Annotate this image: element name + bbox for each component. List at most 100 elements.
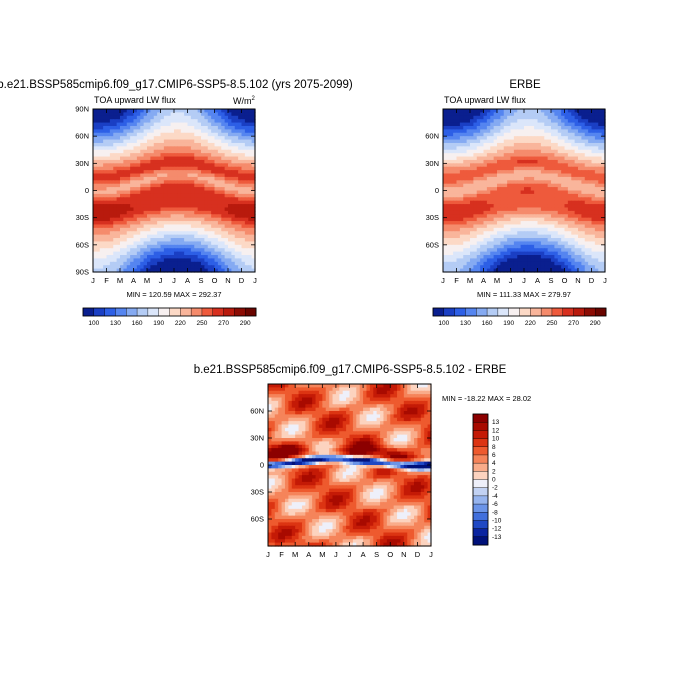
heatmap-cell — [564, 119, 569, 124]
colorbar-label: 250 — [197, 320, 208, 327]
heatmap-cell — [534, 166, 539, 171]
heatmap-cell — [493, 217, 498, 222]
heatmap-cell — [103, 193, 108, 198]
heatmap-cell — [527, 231, 532, 236]
heatmap-cell — [214, 176, 219, 181]
heatmap-cell — [591, 142, 596, 147]
heatmap-cell — [207, 119, 212, 124]
obs-stats: MIN = 111.33 MAX = 279.97 — [477, 290, 571, 299]
heatmap-cell — [456, 244, 461, 249]
heatmap-cell — [167, 156, 172, 161]
heatmap-cell — [449, 156, 454, 161]
heatmap-cell — [459, 217, 464, 222]
heatmap-cell — [601, 119, 606, 124]
heatmap-cell — [167, 112, 172, 117]
heatmap-cell — [581, 231, 586, 236]
heatmap-cell — [163, 268, 168, 273]
heatmap-cell — [163, 146, 168, 151]
heatmap-cell — [497, 217, 501, 222]
heatmap-cell — [170, 193, 175, 198]
heatmap-cell — [490, 238, 495, 243]
heatmap-cell — [564, 193, 569, 198]
heatmap-cell — [113, 180, 118, 185]
heatmap-cell — [241, 204, 246, 209]
heatmap-cell — [601, 122, 606, 127]
heatmap-cell — [160, 180, 165, 185]
heatmap-cell — [228, 261, 232, 266]
heatmap-cell — [581, 119, 586, 124]
heatmap-cell — [564, 173, 569, 178]
heatmap-cell — [103, 221, 108, 226]
heatmap-cell — [167, 221, 172, 226]
heatmap-cell — [443, 112, 447, 117]
heatmap-cell — [231, 265, 236, 270]
heatmap-cell — [116, 190, 121, 195]
heatmap-cell — [194, 251, 199, 256]
heatmap-cell — [386, 384, 391, 388]
heatmap-cell — [163, 183, 168, 188]
heatmap-cell — [470, 261, 474, 266]
heatmap-cell — [503, 149, 508, 154]
heatmap-cell — [123, 193, 128, 198]
heatmap-cell — [554, 255, 559, 260]
heatmap-cell — [187, 173, 192, 178]
heatmap-cell — [493, 163, 498, 168]
heatmap-cell — [123, 159, 128, 164]
heatmap-cell — [459, 193, 464, 198]
heatmap-cell — [150, 268, 155, 273]
heatmap-cell — [537, 261, 542, 266]
heatmap-cell — [130, 255, 135, 260]
heatmap-cell — [463, 159, 468, 164]
heatmap-cell — [140, 132, 145, 137]
heatmap-cell — [231, 176, 236, 181]
heatmap-cell — [113, 115, 118, 120]
heatmap-cell — [554, 173, 559, 178]
heatmap-cell — [513, 214, 518, 219]
heatmap-cell — [524, 183, 528, 188]
heatmap-cell — [584, 166, 589, 171]
heatmap-cell — [500, 112, 505, 117]
heatmap-cell — [140, 139, 145, 144]
heatmap-cell — [160, 119, 165, 124]
heatmap-cell — [140, 224, 145, 229]
heatmap-cell — [527, 142, 532, 147]
heatmap-cell — [228, 238, 232, 243]
heatmap-cell — [160, 125, 165, 130]
heatmap-cell — [567, 115, 572, 120]
heatmap-cell — [157, 231, 162, 236]
heatmap-cell — [211, 214, 216, 219]
heatmap-cell — [120, 183, 124, 188]
heatmap-cell — [470, 163, 474, 168]
heatmap-cell — [120, 200, 124, 205]
heatmap-cell — [581, 139, 586, 144]
heatmap-cell — [534, 112, 539, 117]
heatmap-cell — [224, 248, 229, 253]
heatmap-cell — [177, 204, 182, 209]
heatmap-cell — [153, 153, 158, 158]
heatmap-cell — [598, 176, 603, 181]
heatmap-cell — [544, 210, 549, 215]
heatmap-cell — [207, 231, 212, 236]
heatmap-cell — [486, 142, 491, 147]
heatmap-cell — [500, 170, 505, 175]
heatmap-cell — [234, 221, 239, 226]
heatmap-cell — [473, 125, 478, 130]
heatmap-cell — [366, 394, 371, 399]
heatmap-cell — [214, 159, 219, 164]
heatmap-cell — [581, 193, 586, 198]
heatmap-cell — [567, 241, 572, 246]
heatmap-cell — [251, 142, 256, 147]
heatmap-cell — [248, 166, 253, 171]
heatmap-cell — [449, 193, 454, 198]
heatmap-cell — [527, 132, 532, 137]
heatmap-cell — [106, 183, 111, 188]
heatmap-cell — [591, 132, 596, 137]
heatmap-cell — [204, 183, 209, 188]
heatmap-cell — [99, 248, 104, 253]
heatmap-cell — [93, 255, 97, 260]
heatmap-cell — [480, 234, 485, 239]
heatmap-cell — [123, 241, 128, 246]
heatmap-cell — [248, 193, 253, 198]
heatmap-cell — [476, 166, 481, 171]
heatmap-cell — [180, 146, 185, 151]
